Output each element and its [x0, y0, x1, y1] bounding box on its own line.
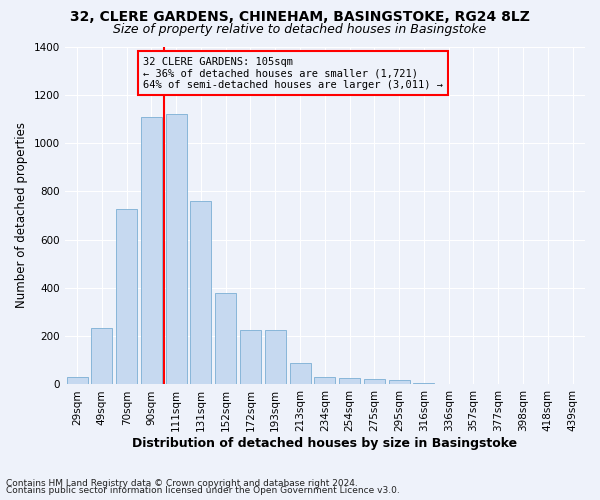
Bar [265, 330, 286, 384]
Bar [364, 379, 385, 384]
Text: Contains public sector information licensed under the Open Government Licence v3: Contains public sector information licen… [6, 486, 400, 495]
Bar [166, 114, 187, 384]
Text: Contains HM Land Registry data © Crown copyright and database right 2024.: Contains HM Land Registry data © Crown c… [6, 478, 358, 488]
Bar [190, 201, 211, 384]
Bar [389, 380, 410, 384]
Text: Size of property relative to detached houses in Basingstoke: Size of property relative to detached ho… [113, 22, 487, 36]
Bar [67, 377, 88, 384]
Bar [141, 116, 162, 384]
X-axis label: Distribution of detached houses by size in Basingstoke: Distribution of detached houses by size … [132, 437, 517, 450]
Bar [91, 328, 112, 384]
Bar [240, 330, 261, 384]
Bar [413, 382, 434, 384]
Text: 32 CLERE GARDENS: 105sqm
← 36% of detached houses are smaller (1,721)
64% of sem: 32 CLERE GARDENS: 105sqm ← 36% of detach… [143, 56, 443, 90]
Bar [314, 377, 335, 384]
Bar [116, 210, 137, 384]
Y-axis label: Number of detached properties: Number of detached properties [15, 122, 28, 308]
Bar [215, 292, 236, 384]
Bar [290, 362, 311, 384]
Text: 32, CLERE GARDENS, CHINEHAM, BASINGSTOKE, RG24 8LZ: 32, CLERE GARDENS, CHINEHAM, BASINGSTOKE… [70, 10, 530, 24]
Bar [339, 378, 360, 384]
